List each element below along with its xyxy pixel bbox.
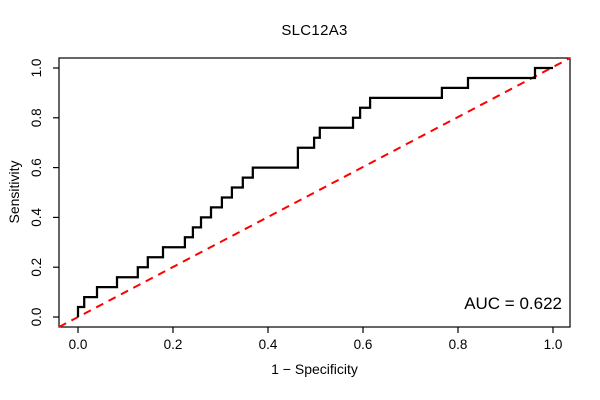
x-axis-label: 1 − Specificity bbox=[271, 361, 358, 377]
y-axis-tick-label: 0.8 bbox=[29, 108, 44, 127]
y-axis-tick-label: 0.2 bbox=[29, 258, 44, 277]
roc-curve-line bbox=[76, 66, 553, 317]
y-axis-tick-label: 1.0 bbox=[29, 59, 44, 78]
auc-annotation: AUC = 0.622 bbox=[464, 294, 562, 313]
x-axis-tick-label: 0.4 bbox=[259, 337, 278, 352]
y-axis-tick-label: 0.0 bbox=[29, 308, 44, 327]
x-axis-tick-label: 0.2 bbox=[164, 337, 183, 352]
chart-title: SLC12A3 bbox=[281, 22, 348, 39]
chance-diagonal-line bbox=[58, 57, 571, 328]
x-axis-tick-label: 0.6 bbox=[354, 337, 373, 352]
x-axis-tick-label: 0.8 bbox=[449, 337, 468, 352]
plot-box bbox=[58, 57, 571, 328]
y-axis-tick-label: 0.6 bbox=[29, 158, 44, 177]
y-axis-label: Sensitivity bbox=[6, 160, 22, 224]
y-axis-tick-label: 0.4 bbox=[29, 208, 44, 227]
x-axis-tick-label: 0.0 bbox=[69, 337, 88, 352]
x-axis-tick-label: 1.0 bbox=[544, 337, 563, 352]
